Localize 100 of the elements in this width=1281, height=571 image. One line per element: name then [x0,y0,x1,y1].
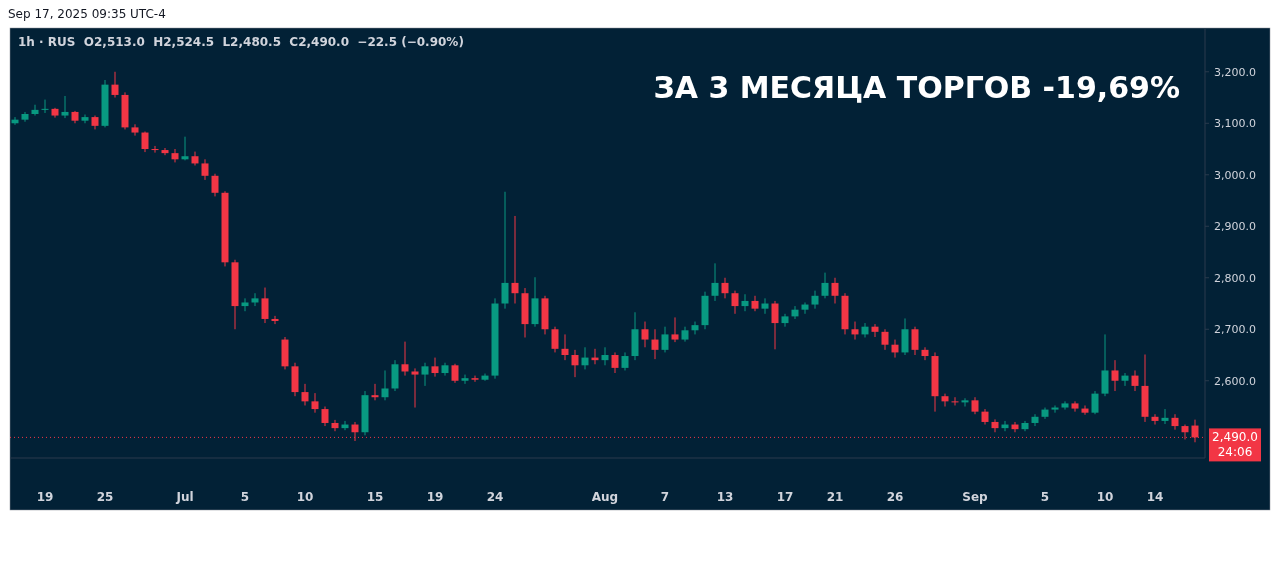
x-tick-label: 14 [1146,490,1164,504]
candlestick [1161,408,1169,425]
candlestick [1071,400,1079,413]
x-tick-label: 10 [296,490,314,504]
candlestick [831,277,839,305]
candlestick [431,357,439,378]
y-tick-label: 3,200.0 [1214,65,1256,79]
y-tick-label: 2,700.0 [1214,323,1256,337]
candlestick [151,145,159,154]
candlestick [561,333,569,361]
candlestick [171,148,179,163]
candlestick [991,418,999,433]
candlestick [501,191,509,310]
x-tick-label: 15 [366,490,384,504]
candlestick [261,287,269,324]
x-tick-label: 7 [660,490,670,504]
x-tick-label: 19 [36,490,54,504]
candlestick [571,349,579,378]
candlestick [731,290,739,315]
text: ЗА 3 МЕСЯЦА ТОРГОВ -19,69% [653,70,1180,105]
candlestick [511,215,519,305]
candlestick [901,317,909,356]
candlestick [871,323,879,338]
candlestick [61,95,69,119]
candlestick [111,71,119,99]
candlestick [1121,372,1129,387]
candlestick [471,375,479,383]
candlestick [1111,359,1119,392]
y-tick-label: 2,600.0 [1214,374,1256,388]
candlestick [641,321,649,348]
candlestick [941,393,949,407]
candlestick [331,419,339,432]
candlestick [651,328,659,360]
x-tick-label: 26 [886,490,904,504]
candlestick [1101,333,1109,397]
x-tick-label: 21 [826,490,844,504]
candlestick [891,339,899,359]
candlestick [241,297,249,312]
candlestick [881,328,889,351]
candlestick [1151,413,1159,426]
candlestick [721,277,729,299]
candlestick [371,383,379,401]
candlestick [951,396,959,406]
candlestick [771,300,779,350]
candlestick [811,290,819,310]
candlestick [1061,400,1069,411]
candlestick [1171,413,1179,431]
x-tick-label: 5 [240,490,250,504]
candlestick [921,346,929,361]
x-tick-label: 17 [776,490,794,504]
y-tick-label: 3,000.0 [1214,168,1256,182]
candlestick [451,363,459,384]
candlestick [421,362,429,387]
candlestick [761,297,769,315]
candlestick [851,321,859,341]
x-tick-label: 24 [486,490,504,504]
candlestick [601,346,609,366]
candlestick [741,293,749,312]
candlestick [41,99,49,114]
candlestick [251,292,259,307]
candlestick [1081,404,1089,416]
candlestick [961,397,969,407]
y-tick-label: 3,100.0 [1214,117,1256,131]
x-tick-label: Aug [591,490,619,504]
candlestick [271,315,279,325]
x-tick-label: 10 [1096,490,1114,504]
y-tick-label: 2,900.0 [1214,220,1256,234]
candlestick [411,367,419,409]
x-tick-label: 13 [716,490,734,504]
text: 24:06 [1217,445,1253,460]
candlestick [911,326,919,356]
candlestick [311,392,319,414]
candlestick [211,173,219,197]
candlestick [141,131,149,153]
candlestick [671,316,679,343]
candlestick [181,136,189,161]
candlestick [1051,404,1059,414]
candlestick [821,272,829,299]
candlestick [1091,390,1099,415]
candlestick [1031,413,1039,427]
candlestick [751,295,759,312]
candlestick [551,326,559,353]
candlestick [321,406,329,427]
x-tick-label: 25 [96,490,114,504]
candlestick [801,301,809,315]
ref-line-label: 2,490.0 [1212,430,1258,445]
x-tick-label: 19 [426,490,444,504]
candlestick [661,326,669,353]
candlestick [131,123,139,137]
candlestick [621,351,629,371]
candlestick [31,104,39,117]
candlestick [1131,369,1139,392]
text: 1h · RUS O2,513.0 H2,524.5 L2,480.5 C2,490.0 −22.5 (−0.90%) [18,35,464,49]
x-tick-label: 5 [1040,490,1050,504]
candlestick [711,262,719,302]
candlestick [381,369,389,401]
x-tick-label: Jul [175,490,194,504]
candlestick [691,321,699,335]
candlestick [611,351,619,374]
candlestick [861,322,869,338]
